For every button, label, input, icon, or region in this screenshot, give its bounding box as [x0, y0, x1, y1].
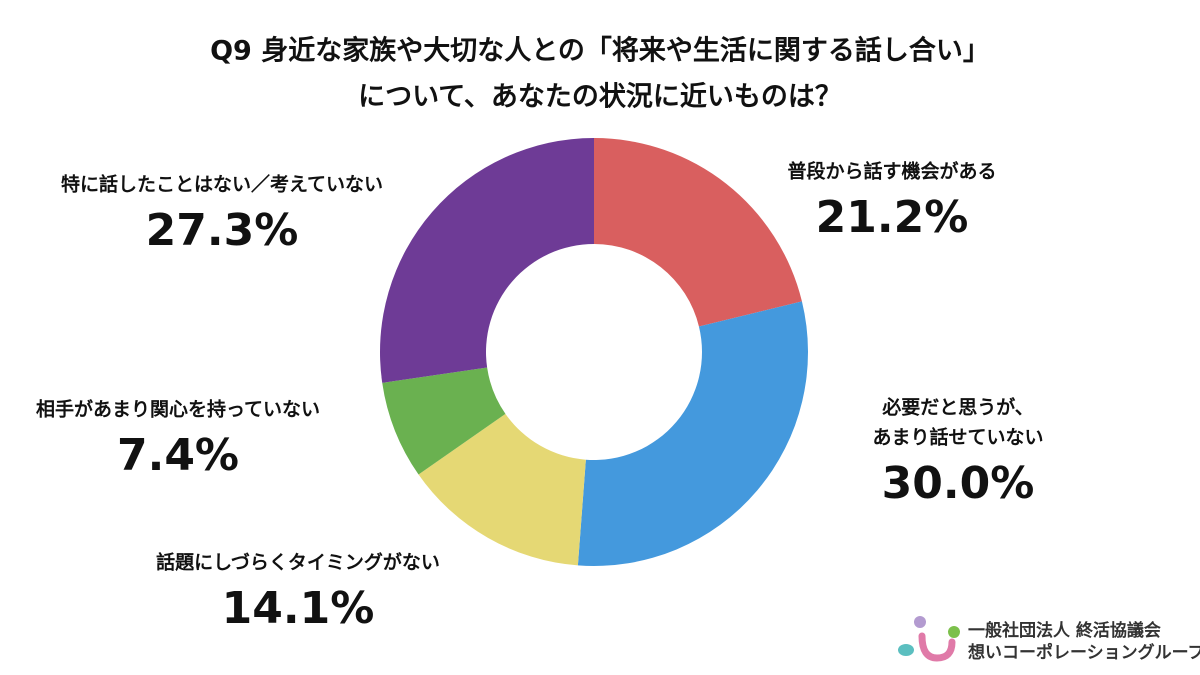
logo-text: 想いコーポレーショングループ — [968, 642, 1200, 663]
chart-title: Q9 身近な家族や大切な人との「将来や生活に関する話し合い」 — [210, 35, 990, 67]
value-label: 21.2% — [816, 192, 969, 243]
logo-dot — [898, 644, 914, 656]
donut-slice — [418, 413, 586, 566]
category-label: あまり話せていない — [872, 426, 1043, 449]
donut-slice — [577, 301, 808, 566]
category-label: 話題にしづらくタイミングがない — [156, 551, 440, 574]
chart-title: について、あなたの状況に近いものは？ — [358, 82, 842, 113]
category-label: 特に話したことはない／考えていない — [61, 173, 383, 196]
value-label: 14.1% — [222, 583, 375, 634]
category-label: 必要だと思うが、 — [881, 396, 1034, 419]
value-label: 30.0% — [882, 458, 1035, 509]
donut-slice — [594, 138, 802, 327]
donut-slice — [382, 367, 506, 475]
value-label: 7.4% — [117, 430, 239, 481]
logo-text: 一般社団法人 終活協議会 — [968, 620, 1161, 641]
logo-icon — [898, 616, 960, 662]
category-label: 普段から話す機会がある — [787, 160, 996, 183]
donut-slice — [380, 138, 594, 383]
logo-mark — [918, 632, 956, 662]
category-label: 相手があまり関心を持っていない — [36, 398, 320, 421]
logo-dot — [948, 626, 960, 638]
value-label: 27.3% — [146, 205, 299, 256]
logo-dot — [914, 616, 926, 628]
